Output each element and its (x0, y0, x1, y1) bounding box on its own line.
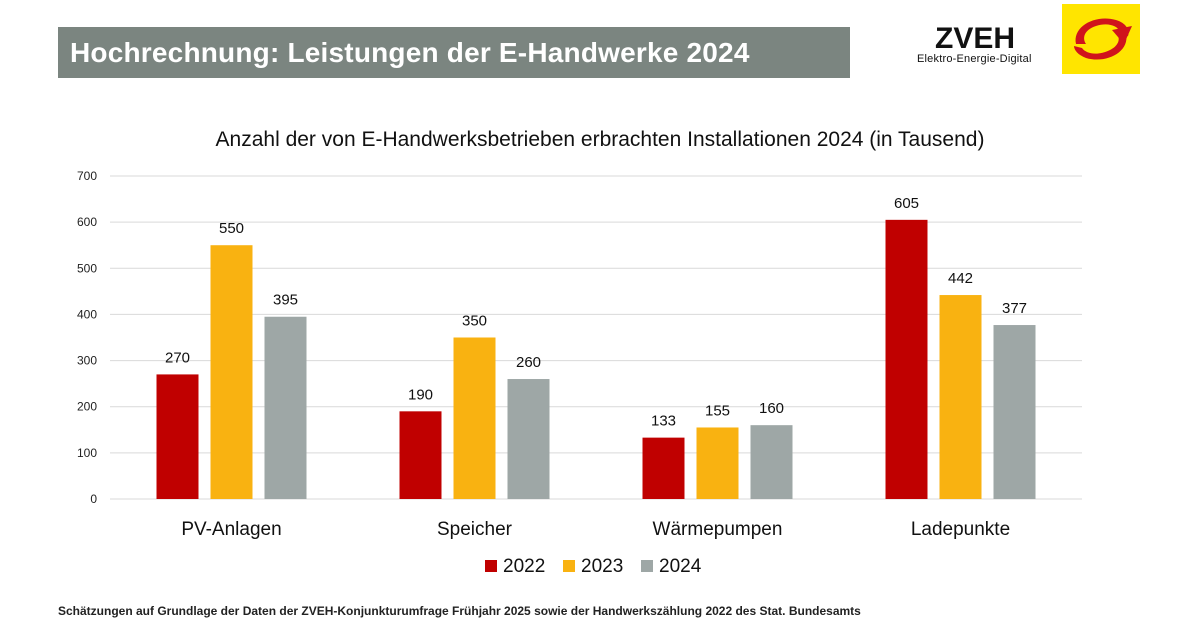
legend-swatch (563, 560, 575, 572)
grid-lines (110, 175, 1082, 500)
logo-tagline: Elektro-Energie-Digital (917, 53, 1032, 65)
bar-chart: Anzahl der von E-Handwerksbetrieben erbr… (77, 128, 1082, 577)
category-labels: PV-Anlagen Speicher Wärmepumpen Ladepunkte (181, 519, 1010, 540)
legend-label: 2022 (503, 556, 545, 577)
data-label: 160 (759, 400, 784, 417)
y-tick-label: 600 (77, 215, 97, 229)
logo-name: ZVEH (935, 22, 1016, 55)
y-tick-label: 500 (77, 261, 97, 275)
category-label: Speicher (437, 519, 513, 540)
data-label: 395 (273, 292, 298, 309)
y-axis-tick-labels: 0 100 200 300 400 500 600 700 (77, 169, 97, 506)
bar-2023-pv-anlagen (210, 245, 253, 499)
zveh-logo: ZVEH Elektro-Energie-Digital (915, 4, 1145, 76)
data-label: 133 (651, 413, 676, 430)
title-banner: Hochrechnung: Leistungen der E-Handwerke… (58, 27, 850, 78)
data-label: 377 (1002, 300, 1027, 317)
legend-swatch (485, 560, 497, 572)
data-label: 190 (408, 386, 433, 403)
data-label: 155 (705, 402, 730, 419)
bar-2022-speicher (399, 411, 442, 499)
bar-2024-pv-anlagen (264, 316, 307, 499)
data-label: 442 (948, 270, 973, 287)
data-label: 550 (219, 220, 244, 237)
bars (156, 219, 1036, 499)
category-label: Wärmepumpen (653, 519, 783, 540)
y-tick-label: 0 (90, 492, 97, 506)
bar-2023-ladepunkte (939, 295, 982, 499)
legend-swatch (641, 560, 653, 572)
page-title: Hochrechnung: Leistungen der E-Handwerke… (70, 36, 750, 68)
data-label: 270 (165, 349, 190, 366)
y-tick-label: 100 (77, 446, 97, 460)
data-labels: 270 550 395 190 350 260 133 155 160 605 442 377 (165, 195, 1027, 430)
bar-2022-ladepunkte (885, 219, 928, 499)
bar-2022-pv-anlagen (156, 374, 199, 499)
legend: 2022 2023 2024 (485, 556, 702, 577)
legend-label: 2024 (659, 556, 702, 577)
legend-label: 2023 (581, 556, 623, 577)
bar-2023-wärmepumpen (696, 427, 739, 499)
data-label: 605 (894, 195, 919, 212)
logo-mark-background (1062, 4, 1140, 74)
logo-mark-icon (1062, 4, 1140, 74)
y-tick-label: 200 (77, 400, 97, 414)
logo-arrow (1074, 34, 1127, 60)
logo-arrow-head (1112, 26, 1132, 44)
data-label: 350 (462, 313, 487, 330)
category-label: PV-Anlagen (181, 519, 281, 540)
bar-2024-speicher (507, 379, 550, 499)
chart-container: Anzahl der von E-Handwerksbetrieben erbr… (0, 110, 1200, 590)
category-label: Ladepunkte (911, 519, 1010, 540)
bar-2024-ladepunkte (993, 325, 1036, 499)
y-tick-label: 700 (77, 169, 97, 183)
bar-2022-wärmepumpen (642, 437, 685, 499)
chart-title: Anzahl der von E-Handwerksbetrieben erbr… (216, 128, 985, 151)
data-label: 260 (516, 354, 541, 371)
bar-2023-speicher (453, 337, 496, 499)
y-tick-label: 300 (77, 354, 97, 368)
footnote: Schätzungen auf Grundlage der Daten der … (58, 604, 861, 618)
y-tick-label: 400 (77, 307, 97, 321)
bar-2024-wärmepumpen (750, 425, 793, 499)
logo-swoosh (1075, 18, 1129, 44)
